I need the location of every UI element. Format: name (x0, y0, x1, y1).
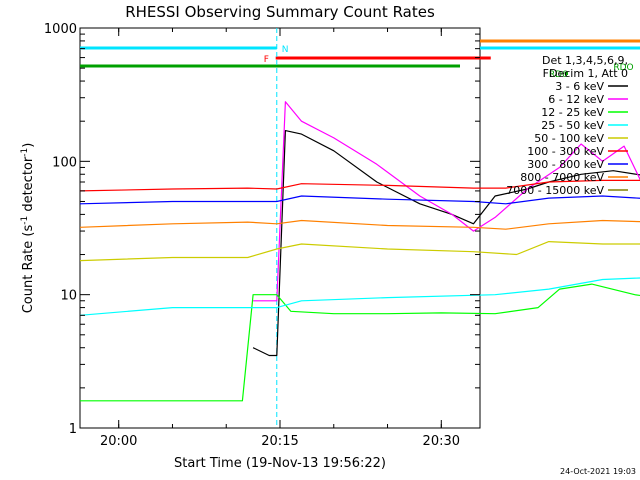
flag-bars: NFSRDORD6 (80, 39, 640, 80)
legend-entry-0: 3 - 6 keV (555, 80, 604, 93)
y-axis-label-mid: detector (21, 156, 36, 216)
series-line-5 (79, 179, 640, 192)
series-line-6 (79, 195, 640, 205)
y-axis-label: Count Rate (s-1 detector-1) (20, 143, 36, 314)
legend-entry-4: 50 - 100 keV (534, 132, 604, 145)
series-lines (79, 101, 640, 402)
legend: Det 1,3,4,5,6,9,FDecim 1, Att 03 - 6 keV… (506, 54, 628, 197)
legend-entry-2: 12 - 25 keV (541, 106, 604, 119)
y-tick-label-2: 100 (52, 155, 77, 170)
flag-label-f: F (264, 55, 269, 65)
chart-title: RHESSI Observing Summary Count Rates (125, 3, 435, 21)
legend-entry-6: 300 - 800 keV (527, 158, 604, 171)
series-line-7 (79, 219, 640, 230)
series-line-3 (79, 277, 640, 316)
legend-entry-1: 6 - 12 keV (548, 93, 604, 106)
x-axis-label: Start Time (19-Nov-13 19:56:22) (174, 456, 386, 471)
axes: 20:00 20:15 20:30 1 10 100 1000 (44, 22, 480, 449)
generation-timestamp: 24-Oct-2021 19:03 (560, 467, 636, 476)
y-axis-label-sup1: -1 (20, 216, 30, 225)
y-axis-label-main: Count Rate (s (21, 225, 36, 314)
x-tick-label-2: 20:30 (423, 434, 460, 449)
y-axis-label-end: ) (21, 143, 36, 148)
y-tick-label-1: 10 (60, 289, 77, 304)
flag-label-rdo: RDO (613, 63, 633, 73)
legend-entry-3: 25 - 50 keV (541, 119, 604, 132)
y-tick-label-3: 1000 (44, 22, 77, 37)
series-line-4 (79, 241, 640, 262)
event-lines (276, 28, 278, 428)
legend-header-0: Det 1,3,4,5,6,9, (542, 54, 628, 67)
legend-entry-8: 7000 - 15000 keV (506, 184, 604, 197)
flag-label-n: N (282, 45, 289, 55)
series-line-0 (252, 130, 640, 357)
flag-marker-rd6 (564, 72, 568, 75)
y-axis-label-sup2: -1 (20, 148, 30, 157)
legend-entry-7: 800 - 7000 keV (520, 171, 604, 184)
flag-label-rd6: RD6 (549, 70, 568, 80)
x-tick-label-1: 20:15 (261, 434, 298, 449)
legend-entry-5: 100 - 300 keV (527, 145, 604, 158)
series-line-2 (80, 283, 640, 402)
y-tick-label-0: 1 (69, 422, 77, 437)
legend-header-1: FDecim 1, Att 0 (543, 67, 628, 80)
x-tick-label-0: 20:00 (100, 434, 137, 449)
